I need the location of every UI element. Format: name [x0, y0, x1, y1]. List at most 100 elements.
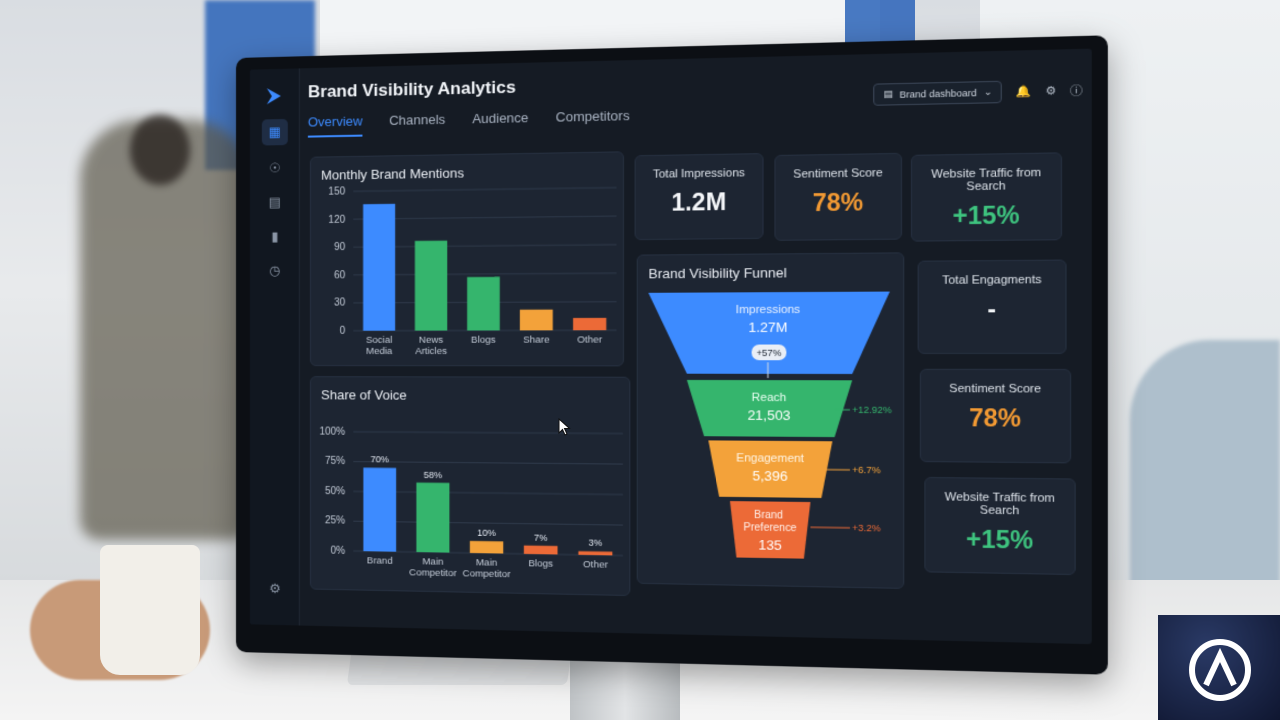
data-label: 3%: [589, 538, 603, 549]
funnel-delta: +3.2%: [852, 523, 880, 534]
funnel-badge-label: +57%: [756, 348, 781, 359]
y-tick-label: 75%: [325, 456, 345, 467]
branch-icon[interactable]: ☉: [269, 160, 281, 176]
bar: [469, 540, 504, 554]
x-tick-label: MainCompetitor: [409, 556, 457, 579]
bar: [467, 276, 500, 331]
bar: [416, 482, 450, 553]
bar-chart-icon[interactable]: ▮: [271, 228, 279, 244]
chart-title: Share of Voice: [320, 387, 407, 403]
data-label: 10%: [477, 528, 496, 539]
settings-icon[interactable]: ⚙: [269, 580, 281, 596]
share-of-voice-chart: 100% 75% 50% 25% 0% 70% Brand 58% MainCompetitor…: [319, 426, 631, 580]
background-person: [80, 120, 250, 540]
data-label: 58%: [424, 469, 443, 479]
page-title: Brand Visibility Analytics: [307, 77, 516, 102]
monthly-mentions-chart: 150 120 90 60 30 0 SocialMedia NewsArticles Blog…: [328, 152, 625, 357]
x-tick-label: Blogs: [471, 335, 496, 346]
y-tick-label: 0%: [331, 546, 346, 557]
tab-overview[interactable]: Overview: [307, 113, 363, 138]
gridline: [353, 188, 616, 192]
data-label: 7%: [534, 532, 548, 543]
header-actions: ▤ Brand dashboard ⌄ 🔔 ⚙ ⓘ: [873, 79, 1083, 106]
funnel-stage-value: 135: [758, 537, 782, 553]
x-tick-label: Brand: [367, 555, 393, 567]
funnel-panel: Brand Visibility Funnel Impressions 1.27…: [636, 252, 905, 589]
kpi-label: Sentiment Score: [793, 166, 883, 181]
chevron-down-icon: ⌄: [983, 86, 993, 98]
kpi-website-traffic-2: Website Traffic from Search +15%: [924, 476, 1076, 576]
funnel-title: Brand Visibility Funnel: [648, 264, 787, 282]
tab-channels[interactable]: Channels: [389, 111, 446, 128]
inbox-icon[interactable]: ▤: [268, 194, 281, 210]
kpi-label: Total Engagments: [942, 273, 1042, 288]
funnel-stage-name: Impressions: [736, 304, 801, 317]
funnel-stage-value: 1.27M: [748, 319, 787, 335]
monitor: ▦ ☉ ▤ ▮ ◷ ⚙ Brand Visibility Analytics O…: [236, 35, 1108, 675]
sidebar: ▦ ☉ ▤ ▮ ◷ ⚙: [249, 68, 300, 626]
kpi-label: Sentiment Score: [949, 382, 1042, 396]
kpi-value: 1.2M: [671, 188, 727, 216]
kpi-label: Website Traffic from Search: [944, 490, 1055, 518]
tab-audience[interactable]: Audience: [472, 109, 529, 127]
dashboard-select[interactable]: ▤ Brand dashboard ⌄: [873, 80, 1003, 106]
bar: [363, 203, 396, 331]
chart-title: Monthly Brand Mentions: [320, 165, 464, 183]
funnel-stage-brand-preference: [729, 501, 811, 559]
kpi-value: 78%: [812, 188, 864, 217]
kpi-value: +15%: [952, 201, 1020, 230]
tab-bar: Overview Channels Audience Competitors: [307, 107, 630, 138]
x-tick-label: Blogs: [528, 558, 553, 570]
funnel-chart: Impressions 1.27M +57% Reach 21,503 +12.…: [648, 291, 892, 559]
kpi-value: 78%: [969, 403, 1022, 432]
kpi-total-engagements: Total Engagments -: [917, 259, 1067, 354]
y-tick-label: 50%: [325, 486, 345, 497]
x-tick-label: Other: [577, 334, 602, 345]
y-tick-label: 25%: [325, 516, 345, 527]
background-person-head: [130, 115, 190, 185]
app-logo-icon: [266, 87, 281, 105]
kpi-label: Total Impressions: [652, 166, 745, 181]
bar: [523, 545, 558, 555]
gridline: [353, 432, 623, 434]
kpi-sentiment-score: Sentiment Score 78%: [774, 152, 903, 241]
mouse-cursor-icon: [558, 418, 571, 436]
x-tick-label: NewsArticles: [415, 335, 447, 357]
funnel-stage-name: Brand Preference: [744, 510, 798, 535]
funnel-stage-value: 5,396: [752, 468, 787, 484]
y-tick-label: 150: [328, 186, 345, 197]
bar: [578, 551, 613, 556]
calendar-icon: ▤: [883, 88, 893, 100]
x-tick-label: SocialMedia: [366, 335, 393, 357]
y-tick-label: 60: [334, 270, 346, 281]
funnel-stage-impressions: [648, 291, 890, 375]
funnel-stage-reach: [686, 379, 853, 438]
kpi-value: +15%: [966, 525, 1034, 555]
funnel-stage-engagement: [708, 440, 833, 499]
monthly-mentions-panel: Monthly Brand Mentions 150 120 90 60 30 0 Soci…: [309, 151, 625, 367]
bell-icon[interactable]: 🔔: [1015, 85, 1032, 99]
help-icon[interactable]: ⓘ: [1070, 84, 1083, 98]
gridline: [353, 462, 623, 464]
bar: [573, 317, 607, 331]
clock-icon[interactable]: ◷: [269, 262, 281, 278]
kpi-sentiment-score-2: Sentiment Score 78%: [919, 368, 1072, 464]
funnel-stage-name: Engagement: [736, 452, 804, 465]
brand-watermark: [1158, 615, 1280, 720]
x-tick-label: MainCompetitor: [463, 557, 511, 580]
data-label: 70%: [371, 455, 389, 465]
gear-icon[interactable]: ⚙: [1045, 84, 1057, 98]
dashboard-screen: ▦ ☉ ▤ ▮ ◷ ⚙ Brand Visibility Analytics O…: [249, 48, 1092, 645]
funnel-stage-name: Reach: [752, 392, 787, 405]
tab-competitors[interactable]: Competitors: [555, 107, 630, 125]
kpi-value: -: [987, 295, 996, 324]
watermark-logo-icon: [1189, 639, 1251, 701]
bar: [363, 467, 397, 552]
bar: [519, 309, 553, 331]
y-tick-label: 90: [334, 242, 346, 253]
kpi-website-traffic: Website Traffic from Search +15%: [910, 152, 1063, 242]
funnel-delta-connector: [810, 527, 850, 528]
kpi-total-impressions: Total Impressions 1.2M: [634, 153, 764, 241]
dashboard-icon[interactable]: ▦: [261, 118, 288, 146]
x-tick-label: Other: [583, 559, 608, 571]
